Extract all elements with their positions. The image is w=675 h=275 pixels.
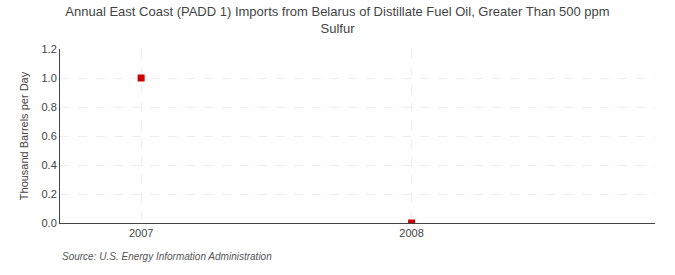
svg-text:2008: 2008 (399, 227, 423, 239)
svg-text:Thousand Barrels per Day: Thousand Barrels per Day (18, 71, 30, 200)
svg-text:0.2: 0.2 (42, 188, 57, 200)
svg-text:0.4: 0.4 (42, 159, 57, 171)
svg-text:1.2: 1.2 (42, 43, 57, 55)
svg-text:0.6: 0.6 (42, 130, 57, 142)
svg-text:1.0: 1.0 (42, 72, 57, 84)
svg-text:Annual East Coast (PADD 1) Imp: Annual East Coast (PADD 1) Imports from … (65, 4, 609, 36)
svg-text:Source: U.S. Energy Informatio: Source: U.S. Energy Information Administ… (62, 251, 272, 262)
svg-text:0.0: 0.0 (42, 217, 57, 229)
svg-text:0.8: 0.8 (42, 101, 57, 113)
svg-text:2007: 2007 (129, 227, 153, 239)
